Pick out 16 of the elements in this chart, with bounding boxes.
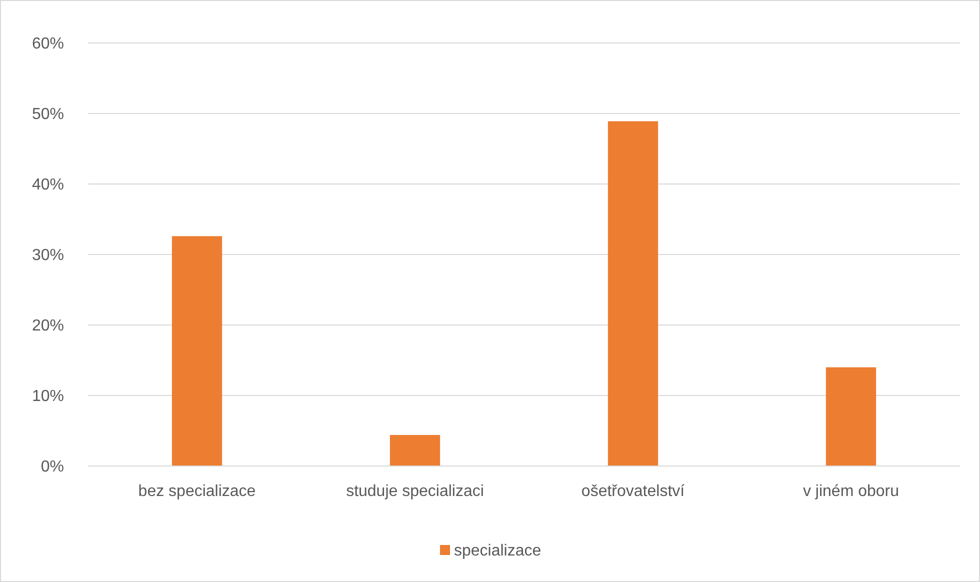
bar bbox=[826, 367, 876, 466]
bar bbox=[608, 121, 658, 466]
x-tick-label: v jiném oboru bbox=[802, 483, 900, 500]
y-tick-label: 20% bbox=[32, 318, 64, 335]
y-tick-label: 40% bbox=[32, 176, 64, 194]
bar bbox=[172, 236, 222, 466]
y-tick-label: 50% bbox=[32, 106, 64, 124]
y-tick-label: 10% bbox=[32, 388, 64, 406]
y-tick-label: 60% bbox=[32, 36, 64, 53]
x-tick-label: ošetřovatelství bbox=[581, 483, 686, 500]
x-tick-label: studuje specializaci bbox=[346, 483, 484, 500]
y-tick-label: 30% bbox=[32, 247, 64, 264]
x-tick-label: bez specializace bbox=[138, 483, 256, 500]
bar bbox=[390, 434, 440, 466]
y-tick-label: 0% bbox=[40, 458, 64, 476]
legend-label: specializace bbox=[454, 542, 542, 560]
